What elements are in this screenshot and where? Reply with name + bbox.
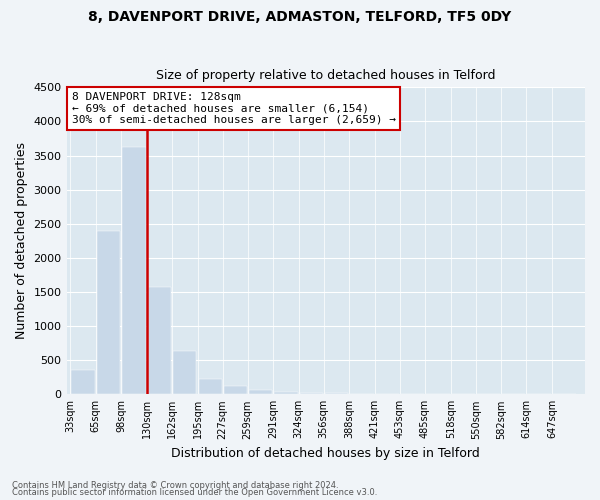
Bar <box>173 350 196 395</box>
Bar <box>224 386 247 394</box>
Title: Size of property relative to detached houses in Telford: Size of property relative to detached ho… <box>156 69 496 82</box>
Bar <box>249 390 272 394</box>
Bar <box>300 393 323 394</box>
Bar <box>122 148 146 394</box>
X-axis label: Distribution of detached houses by size in Telford: Distribution of detached houses by size … <box>172 447 480 460</box>
Text: Contains public sector information licensed under the Open Government Licence v3: Contains public sector information licen… <box>12 488 377 497</box>
Text: 8 DAVENPORT DRIVE: 128sqm
← 69% of detached houses are smaller (6,154)
30% of se: 8 DAVENPORT DRIVE: 128sqm ← 69% of detac… <box>72 92 396 125</box>
Bar <box>71 370 95 394</box>
Bar <box>97 230 121 394</box>
Bar <box>274 392 298 394</box>
Text: Contains HM Land Registry data © Crown copyright and database right 2024.: Contains HM Land Registry data © Crown c… <box>12 480 338 490</box>
Bar <box>148 286 170 395</box>
Bar <box>199 378 221 394</box>
Text: 8, DAVENPORT DRIVE, ADMASTON, TELFORD, TF5 0DY: 8, DAVENPORT DRIVE, ADMASTON, TELFORD, T… <box>88 10 512 24</box>
Y-axis label: Number of detached properties: Number of detached properties <box>15 142 28 340</box>
